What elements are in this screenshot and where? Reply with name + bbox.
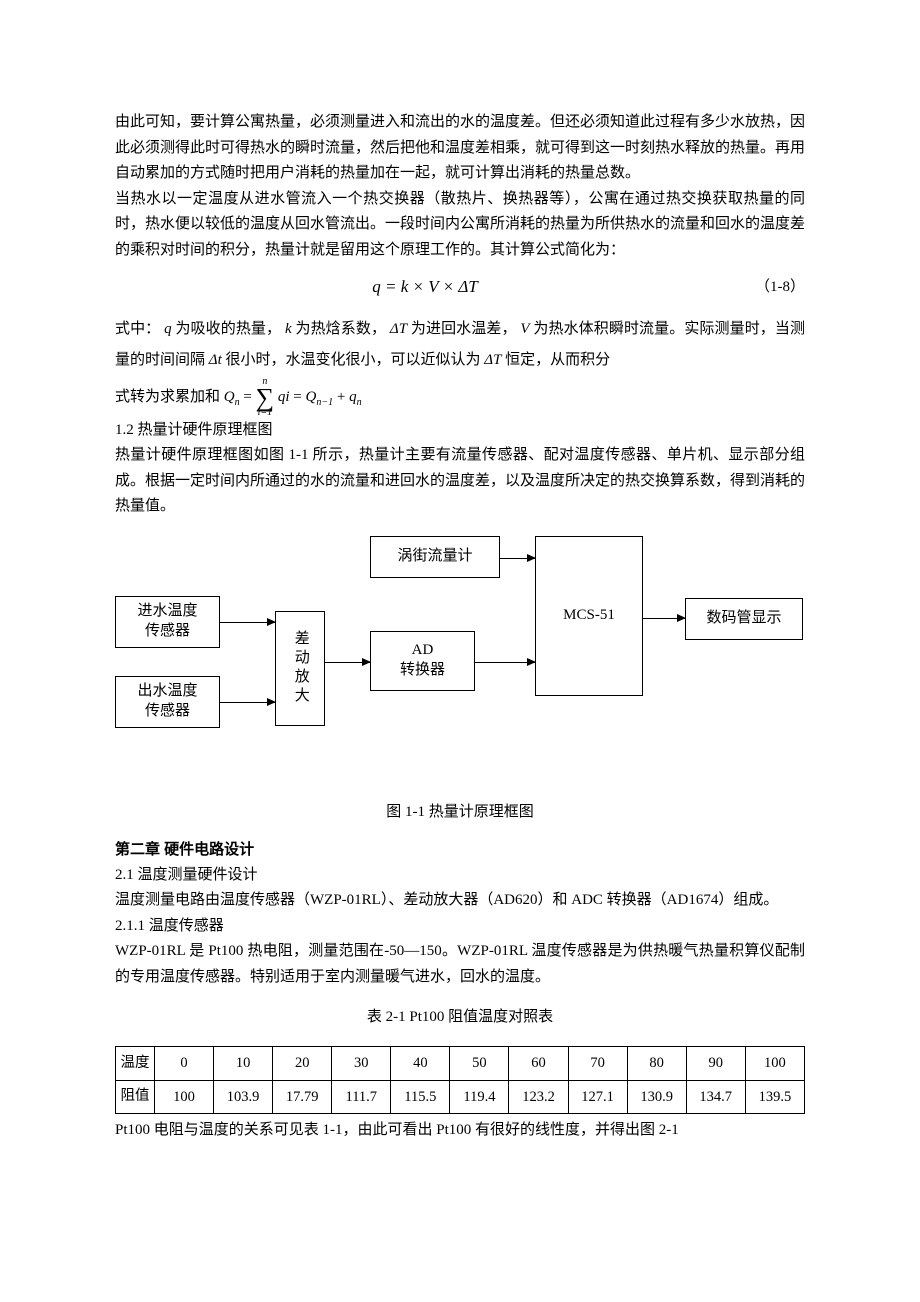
table-cell: 0 [155, 1046, 214, 1080]
plus: + [337, 389, 349, 405]
diagram-arrow [220, 702, 275, 703]
figure-caption: 图 1-1 热量计原理框图 [115, 800, 805, 826]
table-cell: 100 [155, 1080, 214, 1114]
figure-1-1: 涡街流量计进水温度 传感器出水温度 传感器 差动放大 AD 转换器 MCS-51 数码管… [115, 526, 805, 826]
sym-qn: qn [349, 389, 362, 405]
table-cell: 50 [450, 1046, 509, 1080]
table-cell: 17.79 [273, 1080, 332, 1114]
paragraph: WZP-01RL 是 Pt100 热电阻，测量范围在-50—150。WZP-01… [115, 939, 805, 990]
paragraph: 式中： q 为吸收的热量， k 为热焓系数， ΔT 为进回水温差， V 为热水体… [115, 314, 805, 377]
text: 为进回水温差， [411, 321, 517, 337]
diagram-arrow [220, 622, 275, 623]
diagram-arrow [500, 558, 535, 559]
table-title: 表 2-1 Pt100 阻值温度对照表 [115, 1005, 805, 1031]
paragraph-sum: 式转为求累加和 Qn = n ∑ i=1 qi = Qn−1 + qn [115, 377, 805, 418]
diagram-node-disp: 数码管显示 [685, 598, 803, 640]
text: 很小时，水温变化很小，可以近似认为 [226, 352, 481, 368]
table-row: 温度 0 10 20 30 40 50 60 70 80 90 100 [116, 1046, 805, 1080]
text: 式转为求累加和 [115, 389, 220, 405]
text: 为吸收的热量， [175, 321, 281, 337]
table-cell: 111.7 [332, 1080, 391, 1114]
diagram-node-mcu: MCS-51 [535, 536, 643, 696]
diagram-node-in_t: 进水温度 传感器 [115, 596, 220, 648]
sym-q: q [372, 277, 381, 296]
sum-symbol: n ∑ i=1 [256, 377, 275, 418]
table-cell: 119.4 [450, 1080, 509, 1114]
sym-dT: ΔT [390, 321, 407, 337]
table-cell: 30 [332, 1046, 391, 1080]
block-diagram: 涡街流量计进水温度 传感器出水温度 传感器 差动放大 AD 转换器 MCS-51 数码管… [115, 526, 805, 796]
table-cell: 123.2 [509, 1080, 568, 1114]
sym-qi: qi [278, 389, 290, 405]
text: 为热焓系数， [295, 321, 386, 337]
document-page: 由此可知，要计算公寓热量，必须测量进入和流出的水的温度差。但还必须知道此过程有多… [0, 0, 920, 1204]
chapter-2-title: 第二章 硬件电路设计 [115, 837, 805, 863]
table-cell: 40 [391, 1046, 450, 1080]
equation-expression: q = k × V × ΔT [115, 273, 735, 302]
sym-V: V [520, 321, 529, 337]
row-label: 温度 [116, 1046, 155, 1080]
table-cell: 70 [568, 1046, 627, 1080]
sym-Qn: Qn [224, 389, 240, 405]
row-label: 阻值 [116, 1080, 155, 1114]
eq-sign: = [381, 277, 401, 296]
eq-sign: = [243, 389, 255, 405]
sym-V: V [428, 277, 438, 296]
paragraph: 当热水以一定温度从进水管流入一个热交换器（散热片、换热器等），公寓在通过热交换获… [115, 187, 805, 264]
table-cell: 10 [214, 1046, 273, 1080]
sym-q: q [164, 321, 172, 337]
table-cell: 60 [509, 1046, 568, 1080]
equation-1-8: q = k × V × ΔT （1-8） [115, 273, 805, 302]
eq-sign: = [293, 389, 305, 405]
table-cell: 130.9 [627, 1080, 686, 1114]
table-cell: 139.5 [745, 1080, 804, 1114]
times: × [408, 277, 428, 296]
sym-dT: ΔT [484, 352, 501, 368]
table-cell: 90 [686, 1046, 745, 1080]
table-cell: 115.5 [391, 1080, 450, 1114]
table-row: 阻值 100 103.9 17.79 111.7 115.5 119.4 123… [116, 1080, 805, 1114]
sym-dT: ΔT [458, 277, 477, 296]
table-cell: 127.1 [568, 1080, 627, 1114]
table-cell: 100 [745, 1046, 804, 1080]
section-1-2: 1.2 热量计硬件原理框图 [115, 418, 805, 444]
paragraph: 由此可知，要计算公寓热量，必须测量进入和流出的水的温度差。但还必须知道此过程有多… [115, 110, 805, 187]
times: × [438, 277, 458, 296]
sym-Qn-1: Qn−1 [306, 389, 334, 405]
text: 式中： [115, 321, 160, 337]
diagram-arrow [325, 662, 370, 663]
sym-dt: Δt [209, 352, 222, 368]
diagram-arrow [475, 662, 535, 663]
pt100-table: 温度 0 10 20 30 40 50 60 70 80 90 100 阻值 1… [115, 1046, 805, 1114]
diagram-node-amp: 差动放大 [275, 611, 325, 726]
paragraph: 热量计硬件原理框图如图 1-1 所示，热量计主要有流量传感器、配对温度传感器、单… [115, 443, 805, 520]
table-cell: 80 [627, 1046, 686, 1080]
paragraph: 温度测量电路由温度传感器（WZP-01RL）、差动放大器（AD620）和 ADC… [115, 888, 805, 914]
table-cell: 20 [273, 1046, 332, 1080]
text: 恒定，从而积分 [505, 352, 610, 368]
diagram-node-flow: 涡街流量计 [370, 536, 500, 578]
paragraph: Pt100 电阻与温度的关系可见表 1-1，由此可看出 Pt100 有很好的线性… [115, 1118, 805, 1144]
section-2-1-1: 2.1.1 温度传感器 [115, 914, 805, 940]
section-2-1: 2.1 温度测量硬件设计 [115, 863, 805, 889]
diagram-node-adc: AD 转换器 [370, 631, 475, 691]
diagram-node-out_t: 出水温度 传感器 [115, 676, 220, 728]
sym-k: k [285, 321, 292, 337]
table-cell: 103.9 [214, 1080, 273, 1114]
equation-number: （1-8） [735, 275, 805, 301]
table-cell: 134.7 [686, 1080, 745, 1114]
diagram-arrow [643, 618, 685, 619]
